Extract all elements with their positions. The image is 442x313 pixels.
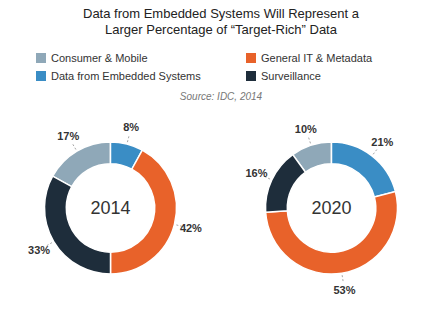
data-label: 8% (123, 121, 139, 133)
legend-label: Consumer & Mobile (51, 52, 148, 64)
title: Data from Embedded Systems Will Represen… (83, 6, 360, 37)
legend-item: Surveillance (246, 70, 321, 82)
leader-line (308, 137, 310, 144)
legend-swatch (36, 53, 46, 63)
legend: Consumer & Mobile Data from Embedded Syst… (36, 52, 373, 82)
data-label: 33% (28, 244, 50, 256)
data-labels: 10% 21% 53% 16% (245, 123, 393, 296)
data-label: 10% (295, 123, 317, 135)
legend-swatch (246, 71, 256, 81)
donut: 2014 17% 8% 42% 33% (28, 121, 202, 274)
data-label: 17% (57, 130, 79, 142)
leader-line (127, 135, 129, 142)
data-label: 16% (245, 167, 267, 179)
series-name: 2014 (90, 198, 130, 218)
legend-item: General IT & Metadata (246, 52, 373, 64)
legend-label: General IT & Metadata (261, 52, 373, 64)
donut: 2020 10% 21% 53% 16% (245, 123, 397, 296)
data-label: 21% (371, 136, 393, 148)
data-label: 53% (333, 284, 355, 296)
leader-line (373, 149, 377, 155)
series-name: 2020 (311, 198, 351, 218)
leader-line (72, 143, 76, 149)
chart: Data from Embedded Systems Will Represen… (0, 0, 442, 313)
annotation: Source: IDC, 2014 (180, 91, 263, 102)
legend-label: Data from Embedded Systems (51, 70, 201, 82)
legend-swatch (246, 53, 256, 63)
legend-swatch (36, 71, 46, 81)
slices (45, 142, 177, 274)
leader-line (342, 275, 343, 282)
slice (53, 142, 111, 187)
slice (45, 176, 111, 274)
legend-label: Surveillance (261, 70, 321, 82)
slice (265, 155, 305, 213)
data-labels: 17% 8% 42% 33% (28, 121, 202, 256)
data-label: 42% (180, 222, 202, 234)
legend-item: Consumer & Mobile (36, 52, 148, 64)
slice (332, 142, 396, 197)
legend-item: Data from Embedded Systems (36, 70, 201, 82)
slices (265, 142, 397, 274)
